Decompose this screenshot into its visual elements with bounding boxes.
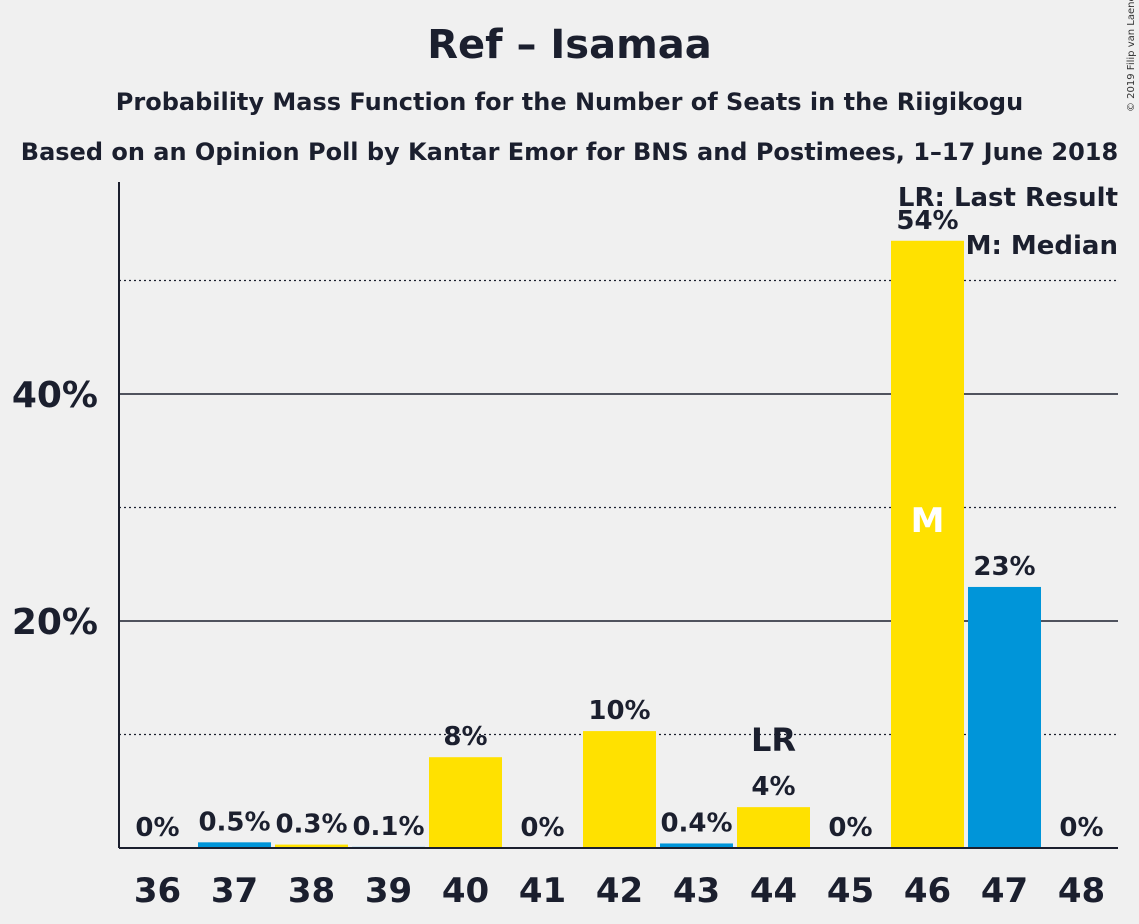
bar-46 [891, 240, 964, 848]
legend-last-result: LR: Last Result [897, 183, 1118, 213]
value-label-38: 0.3% [275, 810, 347, 840]
legend-median: M: Median [965, 231, 1118, 261]
chart-subtitle: Probability Mass Function for the Number… [115, 88, 1024, 116]
median-marker: M [911, 501, 945, 541]
x-tick-label-47: 47 [981, 871, 1028, 911]
x-tick-label-39: 39 [365, 871, 412, 911]
chart-title: Ref – Isamaa [427, 22, 712, 68]
value-label-39: 0.1% [352, 812, 424, 842]
bar-40 [429, 757, 502, 848]
value-label-44: 4% [751, 772, 795, 802]
y-tick-label: 20% [12, 602, 98, 643]
x-tick-label-46: 46 [904, 871, 951, 911]
axes: 20% 40% 36 37 38 39 40 41 42 43 44 45 46 47 48 [12, 182, 1118, 911]
value-label-46: 54% [896, 206, 958, 236]
bar-37 [198, 842, 271, 848]
x-tick-label-41: 41 [519, 871, 566, 911]
value-label-40: 8% [443, 722, 487, 752]
bar-43 [660, 843, 733, 848]
x-tick-label-36: 36 [134, 871, 181, 911]
data-labels: 0% 0.5% 0.3% 0.1% 8% 0% 10% 0.4% 4% 0% 54% 23% 0% LR M [135, 206, 1103, 843]
value-label-47: 23% [973, 552, 1035, 582]
x-tick-label-38: 38 [288, 871, 335, 911]
bar-47 [968, 586, 1041, 848]
bar-42 [583, 731, 656, 848]
bar-38 [275, 844, 348, 848]
bar-44 [737, 807, 810, 848]
last-result-marker: LR [751, 721, 796, 759]
value-label-42: 10% [588, 696, 650, 726]
value-label-41: 0% [520, 813, 564, 843]
y-tick-label: 40% [12, 375, 98, 416]
x-tick-label-45: 45 [827, 871, 874, 911]
bars [198, 240, 1041, 848]
value-label-48: 0% [1059, 813, 1103, 843]
value-label-37: 0.5% [198, 807, 270, 837]
x-tick-label-37: 37 [211, 871, 258, 911]
value-label-45: 0% [828, 813, 872, 843]
value-label-36: 0% [135, 813, 179, 843]
x-tick-label-48: 48 [1058, 871, 1105, 911]
x-tick-label-44: 44 [750, 871, 797, 911]
x-tick-label-42: 42 [596, 871, 643, 911]
x-tick-label-43: 43 [673, 871, 720, 911]
x-tick-label-40: 40 [442, 871, 489, 911]
chart-source: Based on an Opinion Poll by Kantar Emor … [20, 138, 1119, 166]
value-label-43: 0.4% [660, 808, 732, 838]
